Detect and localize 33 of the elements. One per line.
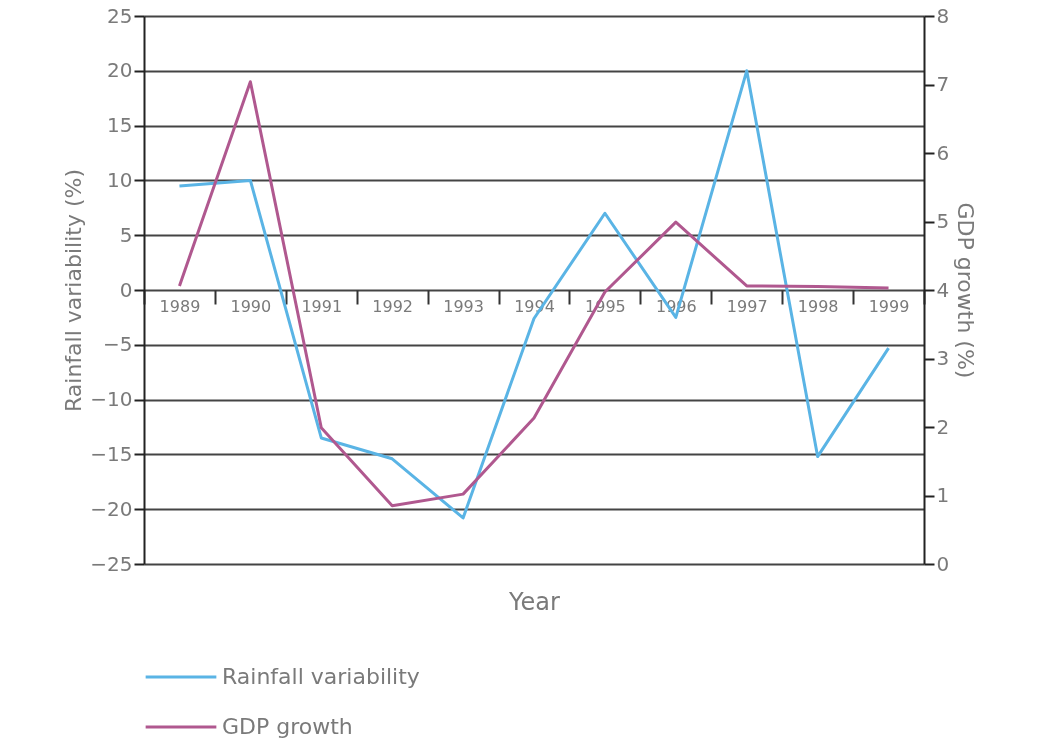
y-tick-label: −5 bbox=[103, 332, 133, 357]
y2-tick-label: 4 bbox=[936, 277, 950, 302]
x-tick-label: 1997 bbox=[726, 296, 768, 316]
x-tick-label: 1990 bbox=[230, 296, 272, 316]
x-axis-title: Year bbox=[508, 587, 561, 616]
y2-tick-label: 1 bbox=[936, 483, 950, 507]
y-axis-title: Rainfall variability (%) bbox=[61, 169, 87, 412]
x-tick-label: 1998 bbox=[797, 296, 839, 316]
y2-tick-label: 8 bbox=[936, 3, 950, 28]
y-tick-label: −20 bbox=[90, 496, 133, 521]
legend-label: Rainfall variability bbox=[222, 664, 420, 689]
x-tick-label: 1992 bbox=[372, 296, 414, 316]
x-tick-label: 1991 bbox=[301, 296, 343, 316]
y-tick-label: 15 bbox=[107, 113, 133, 138]
y2-axis-title: GDP growth (%) bbox=[953, 202, 979, 379]
y-tick-label: 25 bbox=[107, 3, 133, 28]
y2-tick-label: 2 bbox=[936, 414, 950, 439]
y-tick-label: −10 bbox=[90, 387, 133, 412]
x-tick-label: 1989 bbox=[159, 296, 201, 316]
y2-tick-label: 6 bbox=[936, 140, 950, 165]
y-tick-label: 0 bbox=[119, 277, 133, 302]
y-tick-label: 10 bbox=[107, 167, 133, 192]
y2-tick-label: 3 bbox=[936, 346, 950, 370]
y2-tick-label: 7 bbox=[936, 72, 950, 96]
y-tick-label: −25 bbox=[90, 551, 133, 576]
y-tick-label: −15 bbox=[90, 441, 133, 466]
y-tick-label: 5 bbox=[119, 222, 133, 247]
x-tick-label: 1999 bbox=[868, 296, 910, 316]
legend-label: GDP growth bbox=[222, 714, 353, 738]
x-tick-label: 1993 bbox=[443, 296, 484, 316]
y-tick-label: 20 bbox=[107, 58, 133, 83]
y2-tick-label: 0 bbox=[936, 551, 950, 576]
y2-tick-label: 5 bbox=[936, 209, 950, 233]
